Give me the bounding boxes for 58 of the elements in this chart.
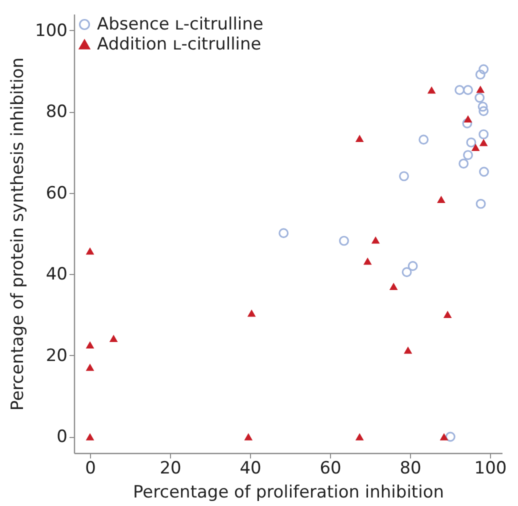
y-tick-label: 80 bbox=[46, 102, 68, 122]
point bbox=[404, 346, 412, 354]
point bbox=[474, 92, 485, 103]
point bbox=[86, 341, 94, 348]
point bbox=[479, 166, 489, 177]
x-tick-label: 40 bbox=[240, 458, 262, 478]
point bbox=[371, 236, 380, 244]
point bbox=[478, 129, 489, 140]
point bbox=[109, 334, 118, 342]
point bbox=[466, 137, 476, 148]
x-tick-label: 0 bbox=[85, 458, 96, 478]
y-tick-label: 0 bbox=[56, 427, 68, 448]
point bbox=[247, 310, 256, 317]
point bbox=[478, 106, 489, 116]
point bbox=[418, 134, 429, 145]
point bbox=[458, 158, 469, 169]
point bbox=[355, 433, 364, 440]
point bbox=[445, 432, 456, 442]
point bbox=[86, 364, 94, 371]
point bbox=[427, 86, 436, 94]
point bbox=[454, 85, 465, 95]
point bbox=[86, 247, 94, 255]
point bbox=[464, 115, 472, 122]
y-axis-title: Percentage of protein synthesis inhibition bbox=[8, 57, 28, 411]
x-tick-label: 100 bbox=[474, 458, 507, 478]
legend-label: Absence ʟ-citrulline bbox=[97, 14, 264, 34]
point bbox=[463, 150, 473, 160]
x-tick-label: 60 bbox=[320, 458, 342, 478]
y-tick-label: 40 bbox=[46, 264, 68, 285]
point bbox=[363, 258, 372, 265]
point bbox=[278, 228, 289, 238]
y-tick-label: 20 bbox=[46, 346, 68, 366]
point bbox=[443, 310, 452, 318]
point bbox=[355, 134, 364, 142]
x-tick-label: 80 bbox=[400, 458, 422, 478]
x-axis-title: Percentage of proliferation inhibition bbox=[133, 482, 444, 502]
point bbox=[440, 433, 448, 440]
y-tick-label: 60 bbox=[46, 183, 68, 204]
point bbox=[389, 282, 398, 290]
point bbox=[478, 64, 489, 74]
point bbox=[437, 196, 446, 203]
point bbox=[479, 138, 488, 146]
point bbox=[244, 433, 253, 440]
y-tick-label: 100 bbox=[35, 20, 68, 41]
point bbox=[475, 70, 486, 80]
point bbox=[463, 85, 473, 95]
point bbox=[476, 86, 485, 93]
legend-label: Addition ʟ-citrulline bbox=[97, 34, 262, 54]
point bbox=[399, 171, 409, 182]
point bbox=[476, 198, 486, 209]
point bbox=[408, 261, 418, 271]
point bbox=[86, 433, 94, 440]
x-tick-label: 20 bbox=[160, 458, 182, 478]
point bbox=[339, 236, 349, 246]
point bbox=[402, 267, 412, 278]
point bbox=[471, 144, 480, 151]
point bbox=[478, 102, 488, 112]
point bbox=[462, 118, 472, 128]
